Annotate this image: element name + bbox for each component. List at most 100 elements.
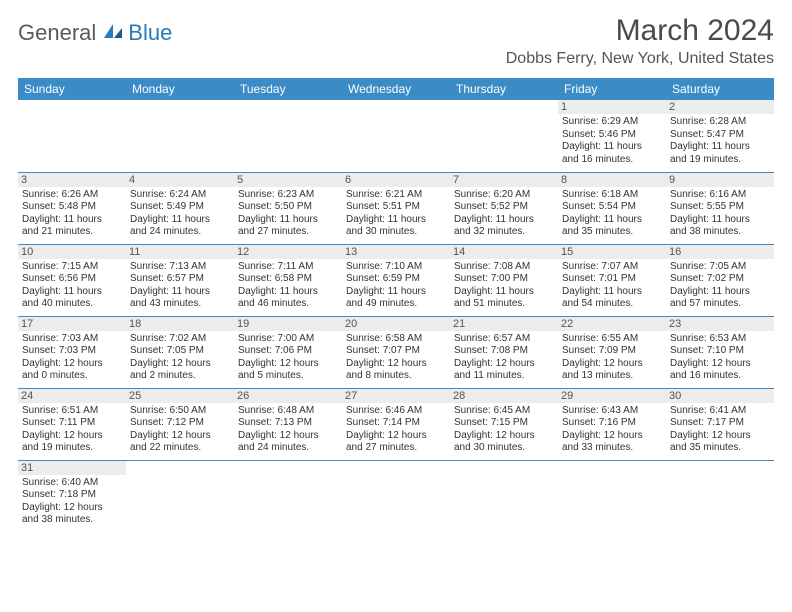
day-details: Sunrise: 7:02 AMSunset: 7:05 PMDaylight:…	[130, 333, 230, 383]
day-details: Sunrise: 6:40 AMSunset: 7:18 PMDaylight:…	[22, 477, 122, 527]
sunset: Sunset: 6:57 PM	[130, 273, 230, 286]
sunrise: Sunrise: 7:08 AM	[454, 261, 554, 274]
day-number: 23	[666, 317, 774, 331]
sunrise: Sunrise: 6:29 AM	[562, 116, 662, 129]
brand-part2: Blue	[128, 20, 172, 46]
daylight-1: Daylight: 12 hours	[130, 358, 230, 371]
calendar-cell: 29 Sunrise: 6:43 AMSunset: 7:16 PMDayligh…	[558, 388, 666, 460]
sunset: Sunset: 7:15 PM	[454, 417, 554, 430]
sunrise: Sunrise: 6:45 AM	[454, 405, 554, 418]
calendar-cell: 13Sunrise: 7:10 AMSunset: 6:59 PMDayligh…	[342, 244, 450, 316]
calendar-table: SundayMondayTuesdayWednesdayThursdayFrid…	[18, 78, 774, 532]
day-number: 15	[558, 245, 666, 259]
sunset: Sunset: 5:52 PM	[454, 201, 554, 214]
calendar-week: 17Sunrise: 7:03 AMSunset: 7:03 PMDayligh…	[18, 316, 774, 388]
daylight-1: Daylight: 11 hours	[238, 214, 338, 227]
calendar-cell: 27Sunrise: 6:46 AMSunset: 7:14 PMDayligh…	[342, 388, 450, 460]
calendar-cell: 31 Sunrise: 6:40 AMSunset: 7:18 PMDayligh…	[18, 460, 126, 532]
sunrise: Sunrise: 6:23 AM	[238, 189, 338, 202]
day-number: 31	[18, 461, 126, 475]
day-details: Sunrise: 6:50 AMSunset: 7:12 PMDaylight:…	[130, 405, 230, 455]
sunrise: Sunrise: 7:02 AM	[130, 333, 230, 346]
sunset: Sunset: 7:14 PM	[346, 417, 446, 430]
day-number	[234, 461, 342, 463]
sunrise: Sunrise: 7:05 AM	[670, 261, 770, 274]
day-details: Sunrise: 6:29 AMSunset: 5:46 PMDaylight:…	[562, 116, 662, 166]
calendar-cell: 14Sunrise: 7:08 AMSunset: 7:00 PMDayligh…	[450, 244, 558, 316]
day-header-row: SundayMondayTuesdayWednesdayThursdayFrid…	[18, 78, 774, 100]
day-number	[234, 100, 342, 102]
daylight-1: Daylight: 12 hours	[130, 430, 230, 443]
day-details: Sunrise: 7:05 AMSunset: 7:02 PMDaylight:…	[670, 261, 770, 311]
daylight-1: Daylight: 11 hours	[562, 286, 662, 299]
calendar-cell: 30Sunrise: 6:41 AMSunset: 7:17 PMDayligh…	[666, 388, 774, 460]
sunrise: Sunrise: 6:51 AM	[22, 405, 122, 418]
day-details: Sunrise: 7:10 AMSunset: 6:59 PMDaylight:…	[346, 261, 446, 311]
sunrise: Sunrise: 6:21 AM	[346, 189, 446, 202]
sunset: Sunset: 7:06 PM	[238, 345, 338, 358]
sunset: Sunset: 7:10 PM	[670, 345, 770, 358]
day-number: 16	[666, 245, 774, 259]
calendar-cell	[342, 460, 450, 532]
day-number: 27	[342, 389, 450, 403]
day-number: 2	[666, 100, 774, 114]
calendar-cell: 1Sunrise: 6:29 AMSunset: 5:46 PMDaylight…	[558, 100, 666, 172]
day-details: Sunrise: 6:21 AMSunset: 5:51 PMDaylight:…	[346, 189, 446, 239]
calendar-cell: 28 Sunrise: 6:45 AMSunset: 7:15 PMDayligh…	[450, 388, 558, 460]
sunset: Sunset: 7:01 PM	[562, 273, 662, 286]
sunrise: Sunrise: 6:58 AM	[346, 333, 446, 346]
daylight-2: and 32 minutes.	[454, 226, 554, 239]
daylight-2: and 19 minutes.	[670, 154, 770, 167]
calendar-week: 31 Sunrise: 6:40 AMSunset: 7:18 PMDayligh…	[18, 460, 774, 532]
calendar-cell	[666, 460, 774, 532]
calendar-cell: 25 Sunrise: 6:50 AMSunset: 7:12 PMDayligh…	[126, 388, 234, 460]
sunset: Sunset: 5:49 PM	[130, 201, 230, 214]
day-number: 5	[234, 173, 342, 187]
daylight-2: and 38 minutes.	[670, 226, 770, 239]
sunset: Sunset: 7:09 PM	[562, 345, 662, 358]
daylight-2: and 13 minutes.	[562, 370, 662, 383]
day-details: Sunrise: 6:26 AMSunset: 5:48 PMDaylight:…	[22, 189, 122, 239]
daylight-2: and 5 minutes.	[238, 370, 338, 383]
sunrise: Sunrise: 6:20 AM	[454, 189, 554, 202]
day-number: 20	[342, 317, 450, 331]
daylight-1: Daylight: 12 hours	[670, 358, 770, 371]
day-number: 29	[558, 389, 666, 403]
calendar-cell	[234, 100, 342, 172]
calendar-cell: 6Sunrise: 6:21 AMSunset: 5:51 PMDaylight…	[342, 172, 450, 244]
daylight-1: Daylight: 12 hours	[670, 430, 770, 443]
day-number: 28	[450, 389, 558, 403]
daylight-1: Daylight: 12 hours	[22, 502, 122, 515]
day-number: 30	[666, 389, 774, 403]
daylight-2: and 24 minutes.	[238, 442, 338, 455]
daylight-2: and 33 minutes.	[562, 442, 662, 455]
daylight-1: Daylight: 12 hours	[454, 430, 554, 443]
day-header: Monday	[126, 78, 234, 100]
day-details: Sunrise: 6:53 AMSunset: 7:10 PMDaylight:…	[670, 333, 770, 383]
brand-part1: General	[18, 20, 96, 46]
day-number: 17	[18, 317, 126, 331]
daylight-2: and 19 minutes.	[22, 442, 122, 455]
daylight-1: Daylight: 12 hours	[346, 430, 446, 443]
day-number: 12	[234, 245, 342, 259]
calendar-week: 24Sunrise: 6:51 AMSunset: 7:11 PMDayligh…	[18, 388, 774, 460]
calendar-cell: 4Sunrise: 6:24 AMSunset: 5:49 PMDaylight…	[126, 172, 234, 244]
day-number: 26	[234, 389, 342, 403]
daylight-2: and 2 minutes.	[130, 370, 230, 383]
daylight-2: and 27 minutes.	[346, 442, 446, 455]
daylight-1: Daylight: 12 hours	[562, 430, 662, 443]
daylight-2: and 51 minutes.	[454, 298, 554, 311]
day-details: Sunrise: 6:43 AMSunset: 7:16 PMDaylight:…	[562, 405, 662, 455]
calendar-week: 10Sunrise: 7:15 AMSunset: 6:56 PMDayligh…	[18, 244, 774, 316]
calendar-cell	[558, 460, 666, 532]
day-number: 25	[126, 389, 234, 403]
sunset: Sunset: 7:08 PM	[454, 345, 554, 358]
day-header: Sunday	[18, 78, 126, 100]
daylight-1: Daylight: 11 hours	[562, 141, 662, 154]
day-details: Sunrise: 6:28 AMSunset: 5:47 PMDaylight:…	[670, 116, 770, 166]
daylight-1: Daylight: 11 hours	[130, 286, 230, 299]
calendar-cell: 24Sunrise: 6:51 AMSunset: 7:11 PMDayligh…	[18, 388, 126, 460]
calendar-cell: 18Sunrise: 7:02 AMSunset: 7:05 PMDayligh…	[126, 316, 234, 388]
day-details: Sunrise: 6:48 AMSunset: 7:13 PMDaylight:…	[238, 405, 338, 455]
sunrise: Sunrise: 6:57 AM	[454, 333, 554, 346]
